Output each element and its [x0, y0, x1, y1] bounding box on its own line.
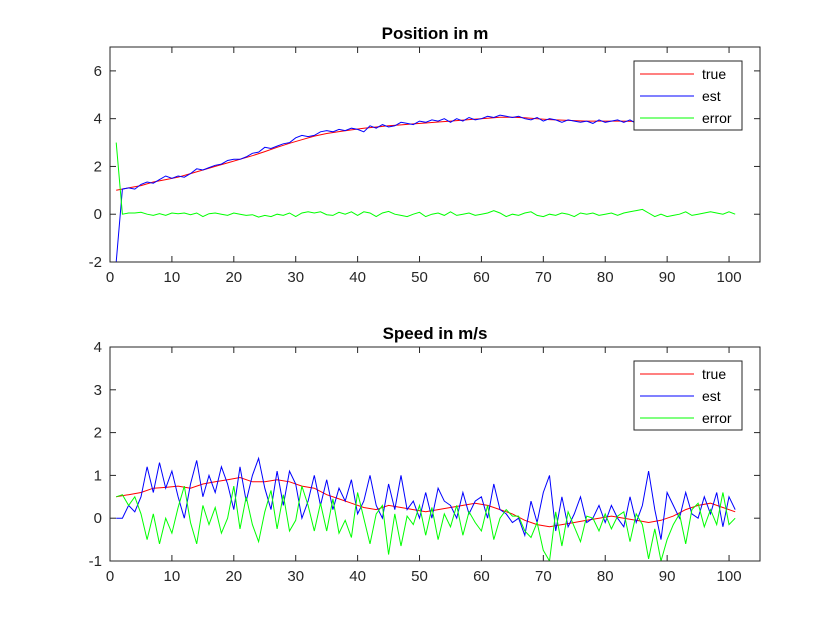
- axis-frame: [109, 46, 761, 263]
- legend: true est error: [633, 360, 743, 431]
- x-tick-label: 60: [473, 269, 490, 286]
- legend-label-true: true: [702, 366, 726, 382]
- x-tick-label: 30: [287, 269, 304, 286]
- y-tick-label: 4: [94, 111, 102, 128]
- chart-title: Position in m: [382, 24, 489, 43]
- x-tick-label: 10: [164, 269, 181, 286]
- x-tick-label: 50: [411, 269, 428, 286]
- x-tick-label: 20: [225, 568, 242, 585]
- x-tick-label: 50: [411, 568, 428, 585]
- y-tick-label: 1: [94, 467, 102, 484]
- x-tick-label: 90: [659, 269, 676, 286]
- y-tick-label: 2: [94, 425, 102, 442]
- chart-title: Speed in m/s: [383, 324, 488, 343]
- x-tick-label: 70: [535, 568, 552, 585]
- series-group: [116, 456, 736, 561]
- y-tick-label: 3: [94, 382, 102, 399]
- x-tick-label: 0: [106, 269, 114, 286]
- y-tick-label: 2: [94, 158, 102, 175]
- speed-chart: Speed in m/s0 10 20 30 40 50 60 70 80 90 100-10123…: [89, 324, 761, 585]
- x-tick-label: 0: [106, 568, 114, 585]
- position-chart: Position in m0 10 20 30 40 50 60 70 80 90 100-2024…: [89, 24, 761, 286]
- series-line-est: [116, 456, 736, 540]
- y-tick-label: 4: [94, 339, 102, 356]
- x-tick-label: 80: [597, 568, 614, 585]
- legend-label-true: true: [702, 66, 726, 82]
- y-tick-label: 6: [94, 63, 102, 80]
- x-tick-label: 70: [535, 269, 552, 286]
- legend-label-est: est: [702, 388, 721, 404]
- legend: true est error: [633, 60, 743, 131]
- series-line-est: [115, 114, 637, 262]
- y-tick-label: -2: [89, 254, 102, 271]
- series-line-error: [116, 485, 736, 561]
- y-tick-label: 0: [94, 206, 102, 223]
- series-group: [115, 114, 736, 262]
- series-line-true: [116, 476, 736, 528]
- x-tick-label: 90: [659, 568, 676, 585]
- legend-label-error: error: [702, 410, 732, 426]
- axis-frame: [109, 346, 761, 562]
- x-tick-label: 40: [349, 568, 366, 585]
- x-tick-label: 30: [287, 568, 304, 585]
- series-line-error: [115, 142, 736, 218]
- x-tick-label: 40: [349, 269, 366, 286]
- x-tick-label: 60: [473, 568, 490, 585]
- legend-label-error: error: [702, 110, 732, 126]
- y-tick-label: 0: [94, 510, 102, 527]
- y-tick-label: -1: [89, 553, 102, 570]
- legend-label-est: est: [702, 88, 721, 104]
- x-tick-label: 100: [717, 269, 742, 286]
- x-tick-label: 20: [225, 269, 242, 286]
- x-tick-label: 100: [717, 568, 742, 585]
- x-tick-label: 10: [164, 568, 181, 585]
- x-tick-label: 80: [597, 269, 614, 286]
